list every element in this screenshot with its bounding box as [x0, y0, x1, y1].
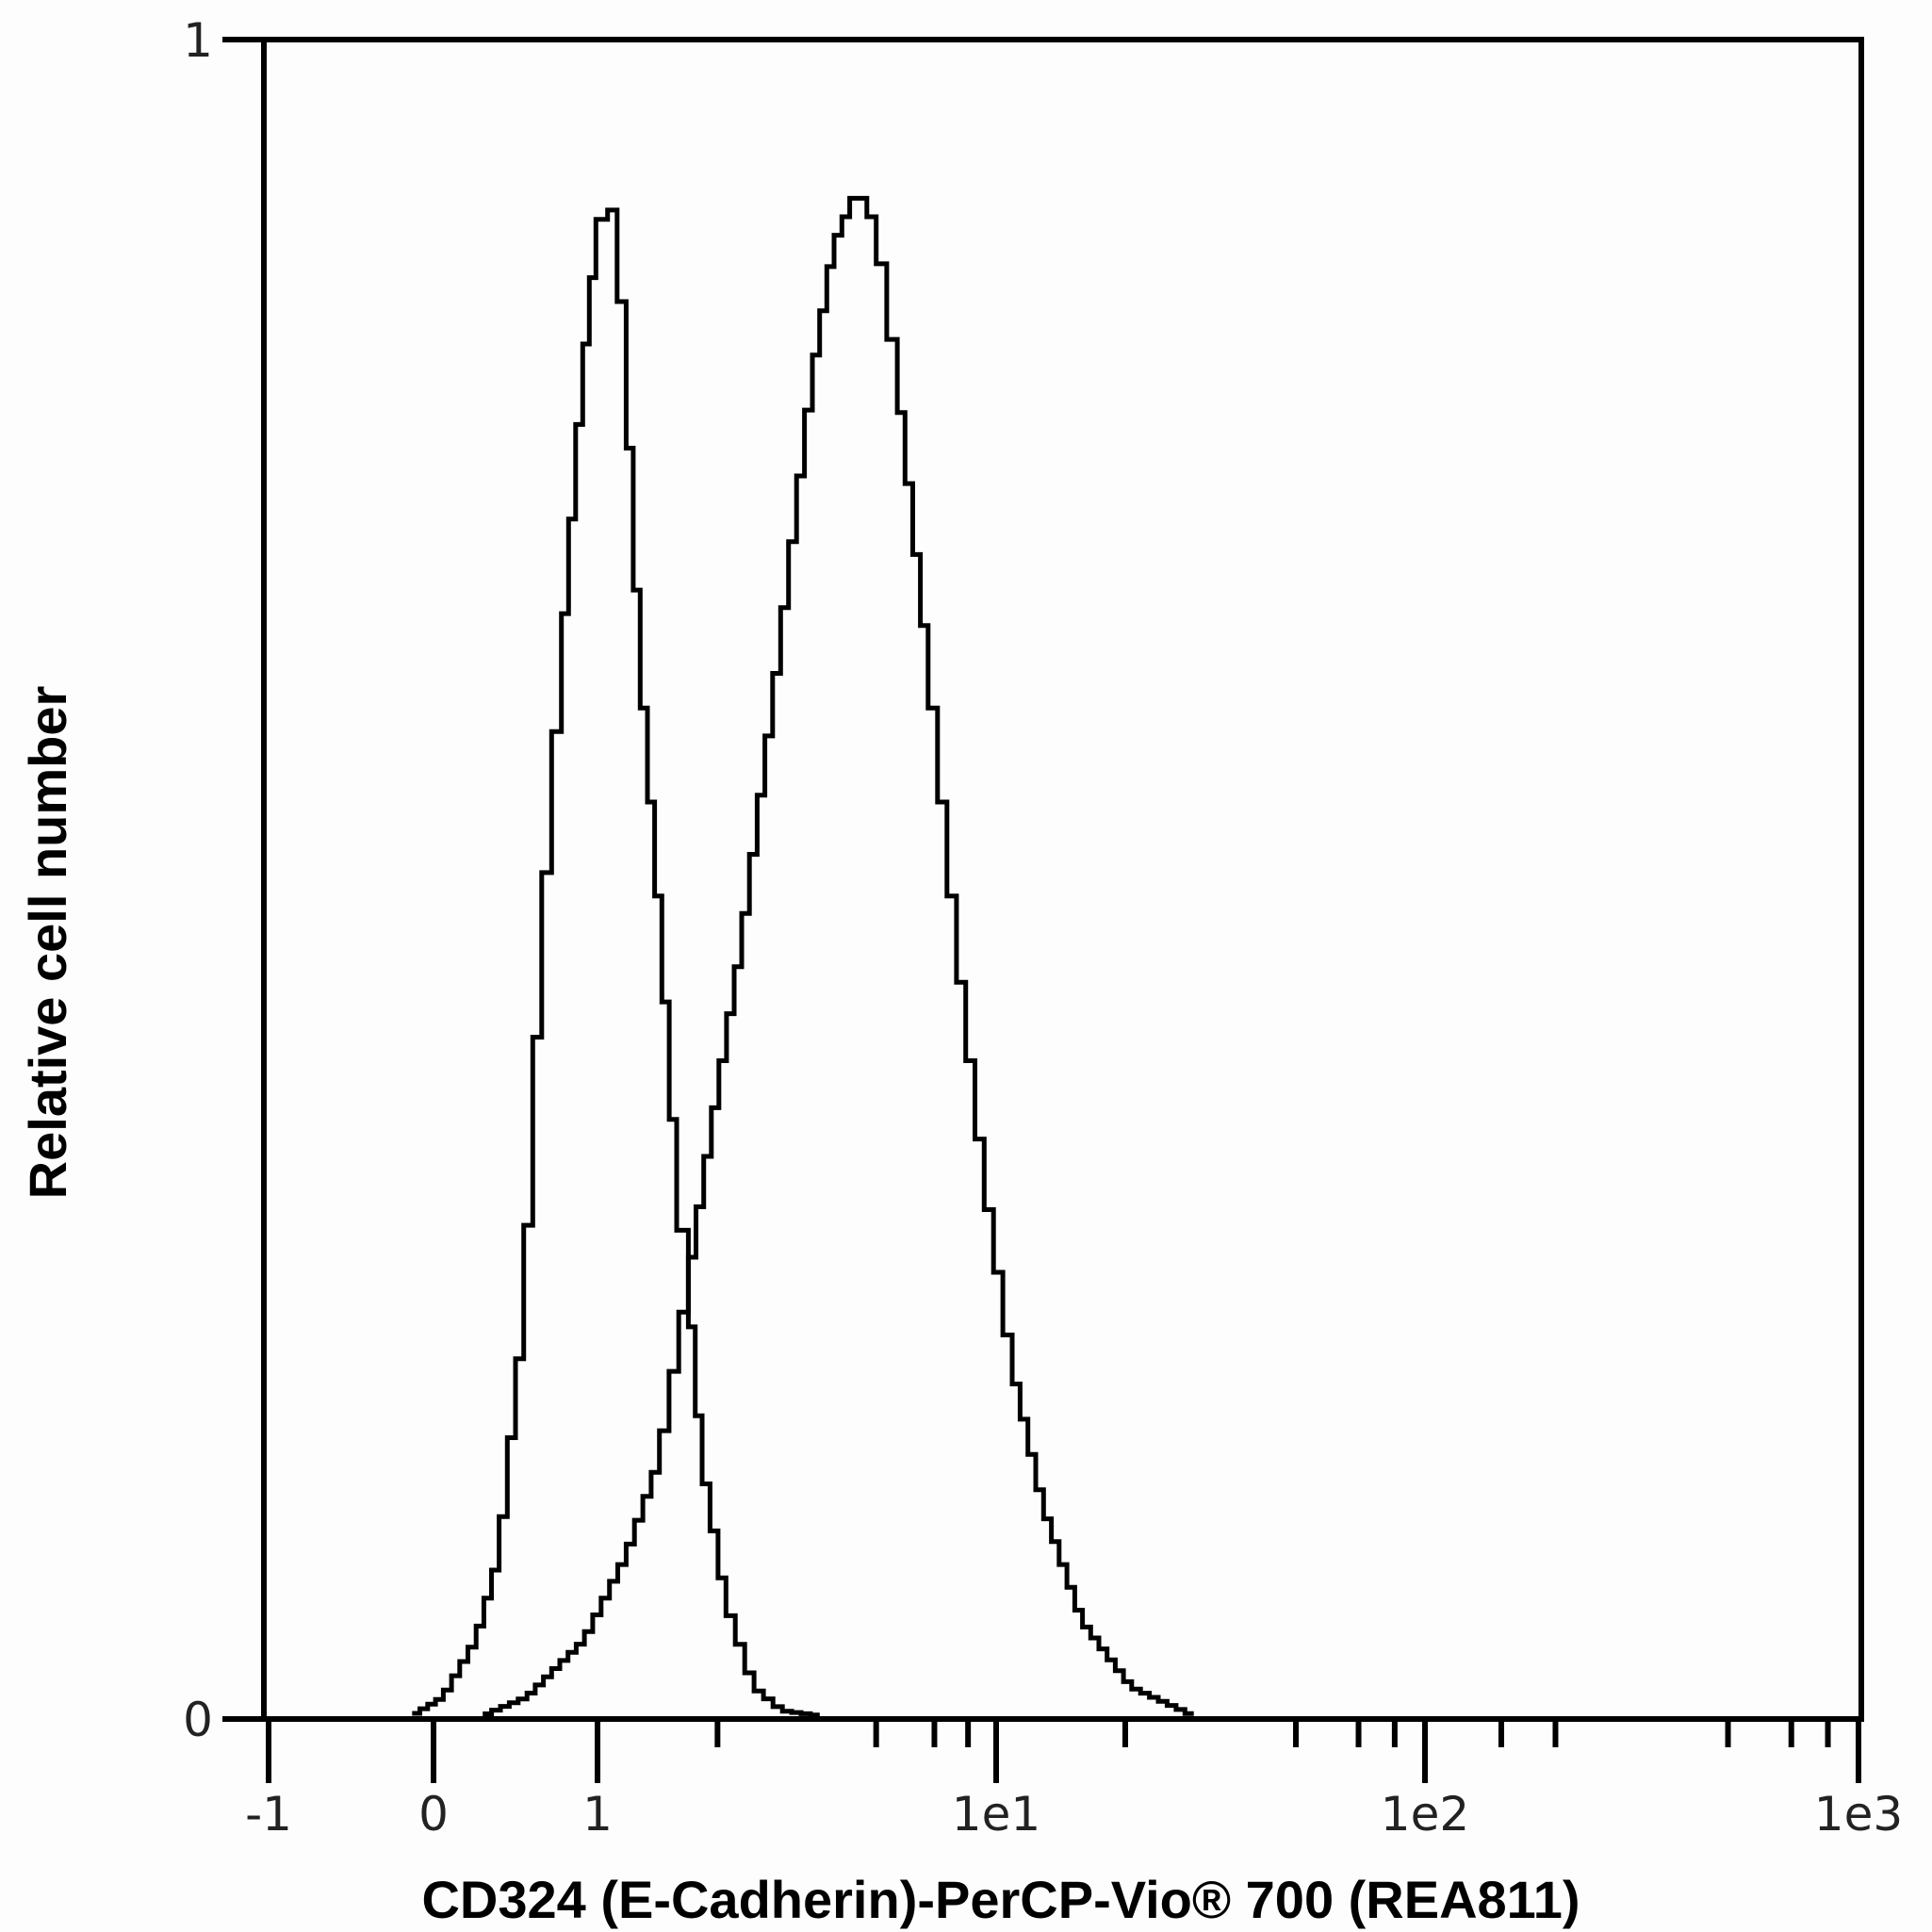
- histogram-series: [412, 195, 1194, 1718]
- x-axis-title: CD324 (E-Cadherin)-PerCP-Vio® 700 (REA81…: [421, 1870, 1580, 1929]
- y-tick-label: 1: [183, 13, 213, 68]
- x-tick-label: 0: [418, 1787, 449, 1842]
- x-axis-ticks: -1 0 1 1e1 1e2 1e3: [245, 1719, 1903, 1842]
- x-tick-label: 1e2: [1381, 1787, 1469, 1842]
- x-tick-label: 1e3: [1814, 1787, 1903, 1842]
- x-tick-label: 1e1: [952, 1787, 1040, 1842]
- x-tick-label: 1: [582, 1787, 613, 1842]
- y-axis-title: Relative cell number: [18, 686, 77, 1200]
- y-axis-ticks: 01: [183, 13, 264, 1747]
- histogram-series-2: [483, 195, 1194, 1716]
- plot-frame: [261, 37, 1864, 1722]
- histogram-series-1: [412, 207, 820, 1718]
- x-tick-label: -1: [245, 1787, 292, 1842]
- y-tick-label: 0: [183, 1693, 213, 1747]
